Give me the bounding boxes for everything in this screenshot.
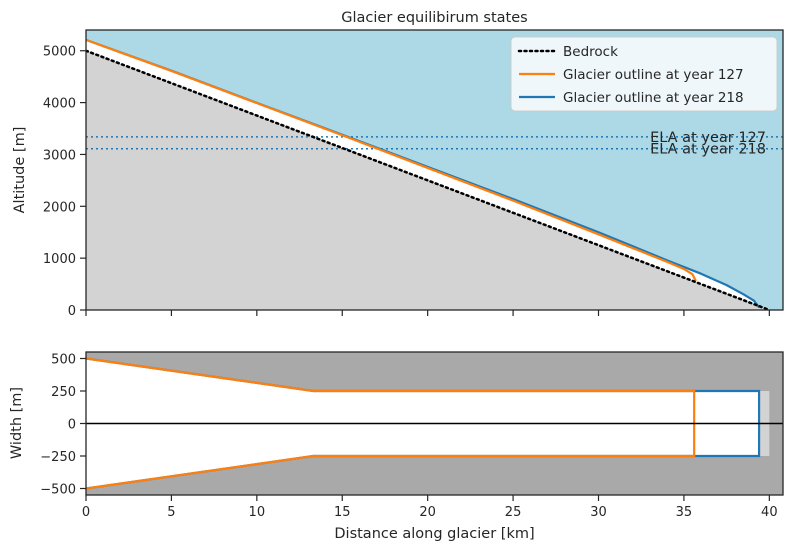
top-chart-title: Glacier equilibirum states [341, 10, 527, 26]
legend-label-3: Glacier outline at year 218 [563, 90, 744, 106]
bottom-x-tick-label: 30 [590, 505, 607, 520]
top-plot-area [86, 38, 783, 310]
bottom-plot-area [86, 357, 783, 490]
top-x-ticks [85, 310, 770, 316]
legend-label-1: Bedrock [563, 44, 618, 60]
bottom-panel: −500 −250 0 250 500 0 5 10 15 20 25 30 35 40 Width [… [9, 351, 784, 542]
top-axes-frame [85, 29, 784, 311]
ela-label-2: ELA at year 218 [650, 142, 766, 158]
top-y-tick-label: 4000 [43, 97, 76, 112]
top-y-ticks: 0 1000 2000 3000 4000 5000 [43, 45, 86, 319]
bottom-x-tick-label: 20 [419, 505, 436, 520]
legend-box [510, 36, 778, 112]
bedrock-fill [86, 50, 783, 310]
top-y-tick-label: 2000 [43, 200, 76, 215]
bottom-x-tick-label: 35 [676, 505, 693, 520]
bottom-x-ticks: 0 5 10 15 20 25 30 35 40 [82, 495, 778, 520]
bottom-x-tick-label: 25 [505, 505, 522, 520]
bottom-y-ticks: −500 −250 0 250 500 [40, 353, 86, 498]
top-y-tick-label: 5000 [43, 45, 76, 60]
bottom-x-tick-label: 0 [82, 505, 90, 520]
bottom-y-tick-label: 250 [51, 385, 76, 400]
legend: Bedrock Glacier outline at year 127 Glacie… [510, 36, 778, 112]
bottom-x-tick-label: 40 [761, 505, 778, 520]
legend-label-2: Glacier outline at year 127 [563, 67, 744, 83]
bottom-y-tick-label: 500 [51, 353, 76, 368]
top-panel: Glacier equilibirum states 0 1000 2000 3000… [12, 10, 784, 319]
series-line-1 [86, 49, 771, 310]
bottom-x-axis-label: Distance along glacier [km] [334, 526, 534, 542]
top-y-tick-label: 3000 [43, 148, 76, 163]
top-y-tick-label: 0 [68, 304, 76, 319]
bottom-y-tick-label: −500 [40, 483, 76, 498]
bottom-y-axis-label: Width [m] [9, 387, 25, 459]
bottom-x-tick-label: 10 [249, 505, 266, 520]
ice-fill [86, 39, 770, 310]
bottom-y-tick-label: −250 [40, 450, 76, 465]
bottom-x-tick-label: 15 [334, 505, 351, 520]
ela-label-1: ELA at year 127 [650, 130, 766, 146]
bottom-y-tick-label: 0 [68, 418, 76, 433]
bottom-x-tick-label: 5 [167, 505, 175, 520]
series-line-2 [86, 38, 697, 282]
top-y-axis-label: Altitude [m] [12, 127, 28, 214]
top-y-tick-label: 1000 [43, 252, 76, 267]
